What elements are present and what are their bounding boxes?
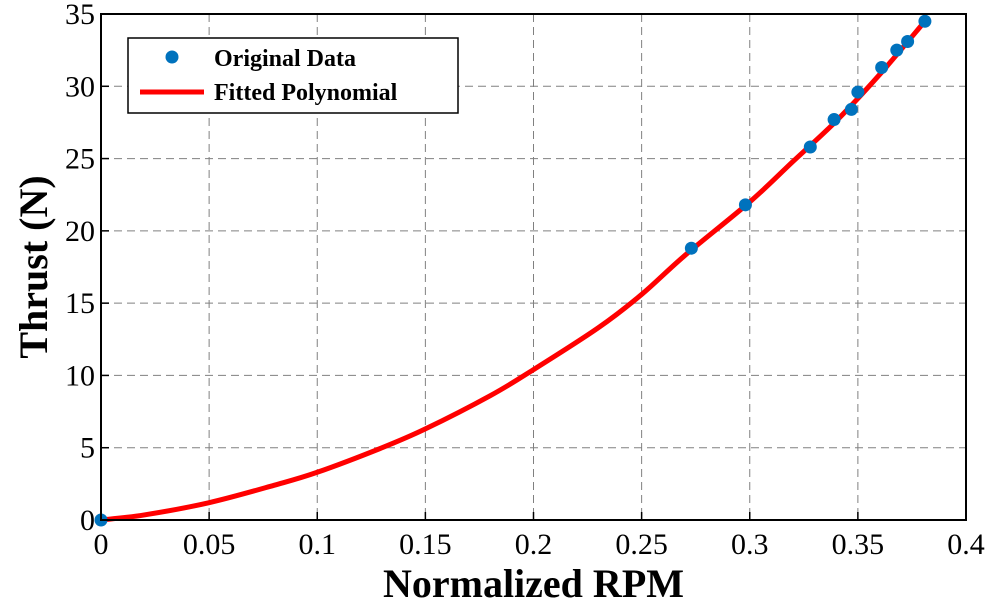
y-tick-label: 15 [65,287,95,320]
original-data-point [890,43,904,57]
original-data-point [738,198,752,212]
x-axis-title: Normalized RPM [383,561,684,601]
original-data-point [918,14,932,28]
y-tick-label: 20 [65,215,95,248]
y-tick-label: 5 [80,432,95,465]
x-tick-label: 0.4 [947,528,985,561]
original-data-point [684,241,698,255]
legend-marker-original-data [165,50,179,64]
original-data-point [844,102,858,116]
legend-box [127,37,459,114]
x-tick-label: 0.05 [183,528,236,561]
original-data-point [875,60,889,74]
x-tick-label: 0 [94,528,109,561]
x-tick-label: 0.25 [615,528,668,561]
x-tick-label: 0.3 [731,528,769,561]
original-data-point [851,85,865,99]
y-tick-label: 10 [65,359,95,392]
legend-label-original-data: Original Data [214,46,356,72]
x-tick-label: 0.15 [399,528,452,561]
plot-series [94,14,932,527]
original-data-point [901,34,915,48]
axis-ticks: 0 0.05 0.1 0.15 0.2 0.25 0.3 0.35 0.4 0 5 10 15 20 25 3… [65,0,985,561]
y-tick-label: 35 [65,0,95,31]
y-tick-label: 25 [65,143,95,176]
legend: Original Data Fitted Polynomial [127,37,459,114]
y-tick-label: 30 [65,70,95,103]
x-tick-label: 0.1 [299,528,337,561]
x-tick-label: 0.35 [832,528,885,561]
y-tick-label: 0 [80,504,95,537]
fitted-polynomial-line [98,18,928,523]
x-tick-label: 0.2 [515,528,553,561]
original-data-point [803,140,817,154]
grid [101,14,966,520]
y-axis-title: Thrust (N) [11,175,56,358]
original-data-point [827,113,841,127]
legend-label-fitted-polynomial: Fitted Polynomial [214,80,398,106]
